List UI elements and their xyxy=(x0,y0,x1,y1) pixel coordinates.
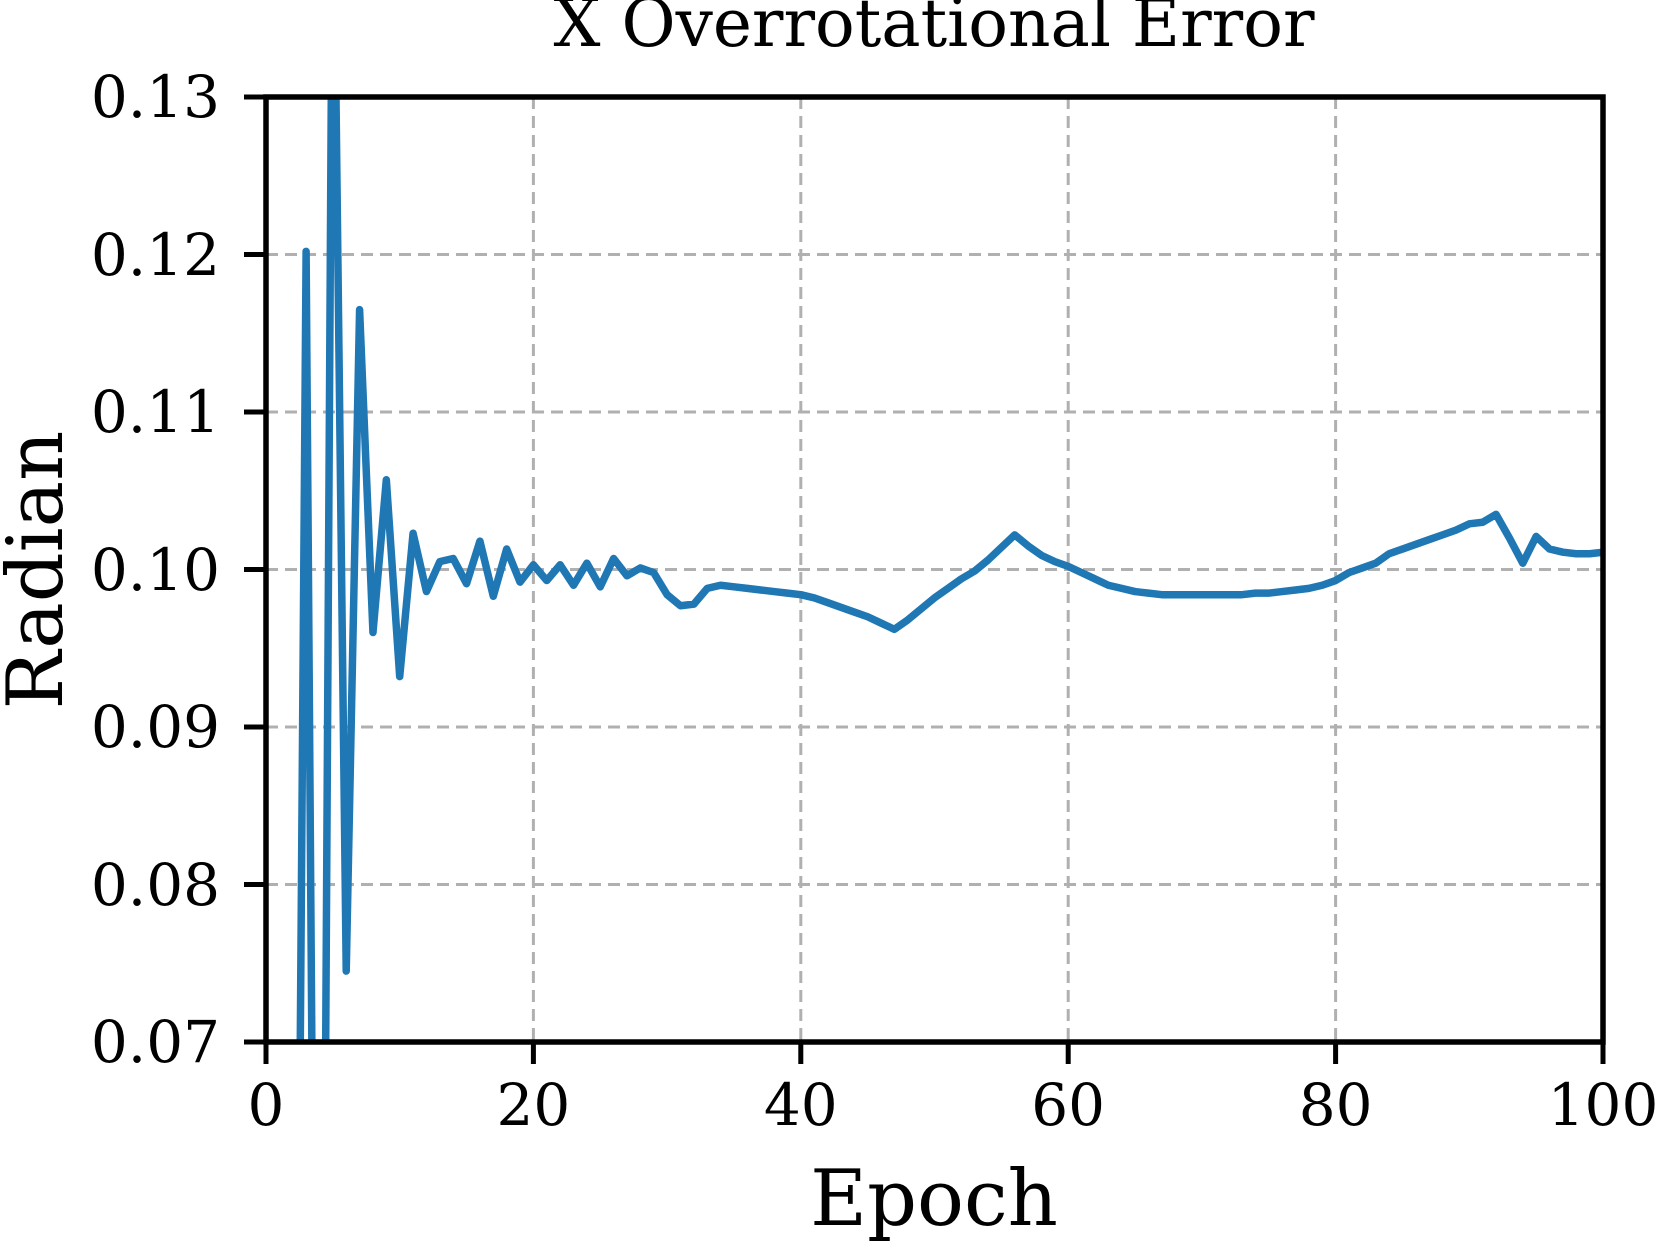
x-tick-label: 60 xyxy=(1031,1071,1106,1139)
tick-marks xyxy=(244,94,1606,1064)
x-tick-label: 40 xyxy=(763,1071,838,1139)
chart-title: X Overrotational Error xyxy=(553,0,1315,62)
y-tick-label: 0.10 xyxy=(90,535,220,604)
y-tick-label: 0.12 xyxy=(90,220,220,289)
y-tick-label: 0.13 xyxy=(90,63,220,131)
x-axis-label: Epoch xyxy=(810,1154,1058,1244)
x-tick-label: 0 xyxy=(247,1071,285,1139)
y-tick-label: 0.09 xyxy=(90,693,220,761)
y-tick-label: 0.08 xyxy=(90,850,220,919)
x-tick-label: 20 xyxy=(496,1071,571,1139)
x-tick-label: 80 xyxy=(1298,1071,1373,1139)
gridlines xyxy=(266,97,1603,1042)
series-group xyxy=(296,97,1603,1042)
x-tick-label: 100 xyxy=(1547,1071,1659,1139)
error-line xyxy=(296,97,1603,1042)
y-tick-label: 0.07 xyxy=(90,1008,220,1076)
y-tick-label: 0.11 xyxy=(90,378,220,446)
